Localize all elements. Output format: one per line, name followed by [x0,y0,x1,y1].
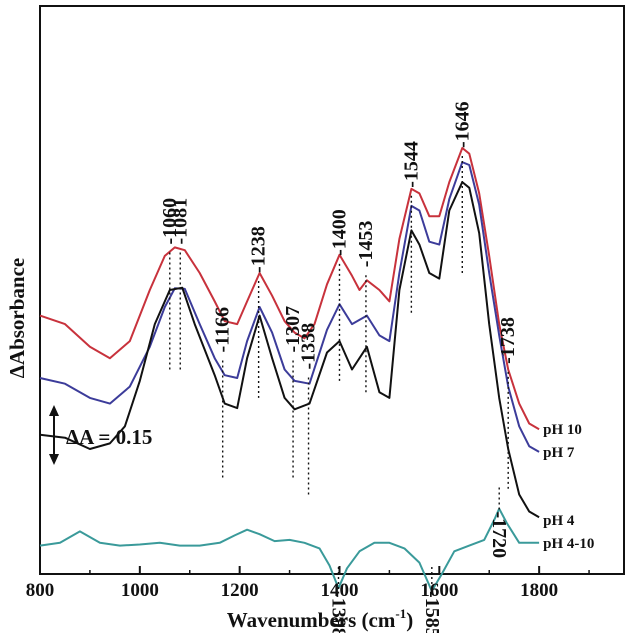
x-axis-label: Wavenumbers (cm-1) [227,606,413,632]
x-tick-label-1: 1000 [121,580,159,601]
x-tick-label-0: 800 [26,580,55,601]
x-axis-label-main: Wavenumbers (cm [227,608,396,632]
peak-label-6: -1400 [328,209,350,256]
scale-bar-arrow-down [49,454,59,465]
x-tick-label-5: 1800 [520,580,558,601]
x-tick-label-4: 1600 [420,580,458,601]
axes-group: 800 1000 1200 1400 1600 1800 [26,566,590,601]
series-line-ph-10 [39,147,540,431]
valley-label-1: -1585 [421,591,443,633]
annotation-group: -1060-1081 -1166 -1238 -1307-1338 -1400 -1453… [159,101,519,637]
valley-label-0: -1398 [327,591,349,633]
series-label-1: pH 7 [543,445,575,461]
series-label-2: pH 4 [543,513,575,529]
peak-label-0: -1060 [159,198,181,245]
scale-bar: ΔA = 0.15 [49,405,152,465]
plot-frame [39,5,625,575]
series-line-ph-4-10 [39,507,540,592]
peak-label-4: -1307 [282,306,304,353]
series-line-ph-4 [39,181,540,519]
valley-label-2: -1720 [488,512,510,559]
peak-label-10: -1738 [497,317,519,364]
peak-label-5: -1338 [298,323,320,370]
x-tick-label-3: 1400 [320,580,358,601]
series-label-0: pH 10 [543,422,582,438]
peak-label-8: -1544 [400,141,422,188]
y-axis-label: ΔAbsorbance [5,258,29,379]
peak-label-7: -1453 [355,221,377,268]
peak-label-9: -1646 [451,101,473,148]
peak-label-2: -1166 [212,307,234,353]
x-axis-label-sup: -1 [395,606,406,621]
peak-label-1: -1081 [169,198,191,245]
scale-bar-label: ΔA = 0.15 [66,425,152,449]
series-label-3: pH 4-10 [543,536,594,552]
x-tick-label-2: 1200 [221,580,259,601]
peak-label-3: -1238 [248,226,270,273]
series-group: pH 10 pH 7 pH 4 pH 4-10 [39,147,594,592]
scale-bar-arrow-up [49,405,59,416]
x-axis-label-end: ) [406,608,413,632]
